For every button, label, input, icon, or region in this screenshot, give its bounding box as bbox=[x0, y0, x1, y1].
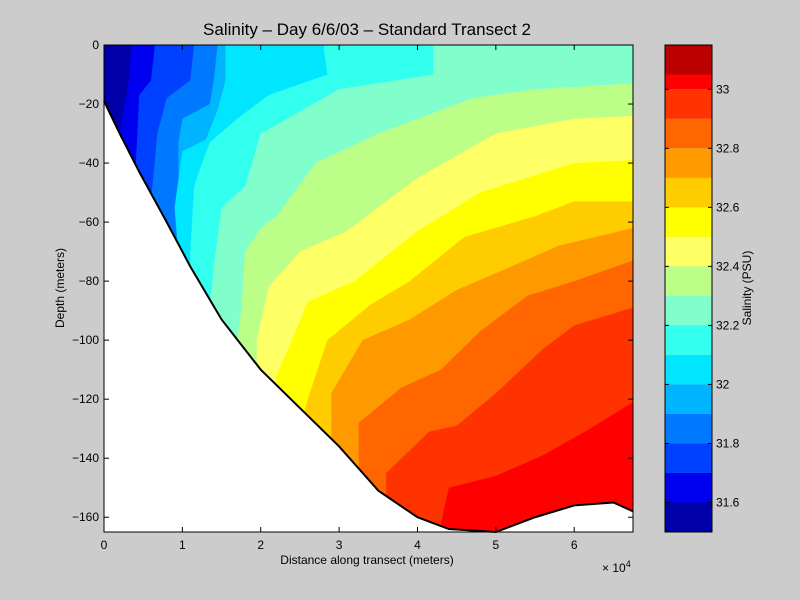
colorbar-tick-label: 32.4 bbox=[716, 259, 740, 273]
x-exponent-value: 4 bbox=[626, 559, 631, 569]
colorbar: 31.6 31.8 32 32.2 32.4 32.6 32.8 33 Salinity (P… bbox=[664, 44, 754, 533]
colorbar-band bbox=[665, 295, 712, 326]
colorbar-band bbox=[665, 207, 712, 237]
colorbar-band bbox=[665, 443, 712, 473]
x-tick-label: 5 bbox=[493, 538, 500, 552]
colorbar-band bbox=[665, 148, 712, 178]
colorbar-bands bbox=[665, 45, 712, 532]
colorbar-band bbox=[665, 472, 712, 503]
colorbar-frame bbox=[664, 44, 713, 533]
colorbar-tick-label: 32.2 bbox=[716, 318, 740, 332]
colorbar-band bbox=[665, 266, 712, 296]
y-tick-label: −100 bbox=[72, 333, 99, 347]
colorbar-tick-label: 31.8 bbox=[716, 436, 740, 450]
colorbar-tick-label: 32 bbox=[716, 377, 730, 391]
colorbar-band bbox=[665, 177, 712, 208]
y-tick-label: −60 bbox=[79, 215, 100, 229]
y-axis: 0 −20 −40 −60 −80 −100 −120 −140 −160 bbox=[72, 38, 633, 524]
x-exponent-label: × 104 bbox=[602, 559, 631, 575]
x-tick-label: 3 bbox=[336, 538, 343, 552]
colorbar-band bbox=[665, 384, 712, 414]
y-tick-label: 0 bbox=[92, 38, 99, 52]
y-tick-label: −120 bbox=[72, 392, 99, 406]
chart-title: Salinity – Day 6/6/03 – Standard Transec… bbox=[203, 20, 531, 39]
colorbar-band bbox=[665, 413, 712, 444]
colorbar-tick-label: 33 bbox=[716, 82, 730, 96]
y-tick-label: −20 bbox=[79, 97, 100, 111]
colorbar-tick-label: 32.6 bbox=[716, 200, 740, 214]
colorbar-band bbox=[665, 325, 712, 355]
y-tick-label: −160 bbox=[72, 510, 99, 524]
colorbar-ticks: 31.6 31.8 32 32.2 32.4 32.6 32.8 33 bbox=[665, 82, 740, 509]
x-tick-label: 4 bbox=[414, 538, 421, 552]
x-tick-label: 6 bbox=[571, 538, 578, 552]
y-axis-label: Depth (meters) bbox=[53, 248, 67, 328]
y-tick-label: −40 bbox=[79, 156, 100, 170]
plot-area: 0 1 2 3 4 5 6 0 −20 −40 −60 −80 −100 −120 −140 −160 bbox=[72, 38, 634, 552]
contour-band bbox=[104, 45, 117, 81]
colorbar-label: Salinity (PSU) bbox=[740, 251, 754, 326]
colorbar-band bbox=[665, 236, 712, 267]
colorbar-tick-label: 31.6 bbox=[716, 495, 740, 509]
contour-band bbox=[386, 45, 633, 532]
colorbar-band bbox=[665, 74, 712, 90]
y-tick-label: −80 bbox=[79, 274, 100, 288]
x-tick-label: 0 bbox=[101, 538, 108, 552]
contour-band bbox=[440, 45, 633, 532]
colorbar-tick-label: 32.8 bbox=[716, 141, 740, 155]
colorbar-band bbox=[665, 502, 712, 532]
x-tick-label: 1 bbox=[179, 538, 186, 552]
seafloor-line bbox=[103, 100, 634, 534]
plot-frame bbox=[103, 44, 634, 533]
colorbar-band bbox=[665, 118, 712, 149]
colorbar-band bbox=[665, 89, 712, 119]
colorbar-band bbox=[665, 45, 712, 75]
colorbar-band bbox=[665, 354, 712, 385]
x-axis-label: Distance along transect (meters) bbox=[280, 553, 453, 567]
x-axis: 0 1 2 3 4 5 6 bbox=[101, 45, 578, 552]
y-tick-label: −140 bbox=[72, 451, 99, 465]
x-tick-label: 2 bbox=[257, 538, 264, 552]
